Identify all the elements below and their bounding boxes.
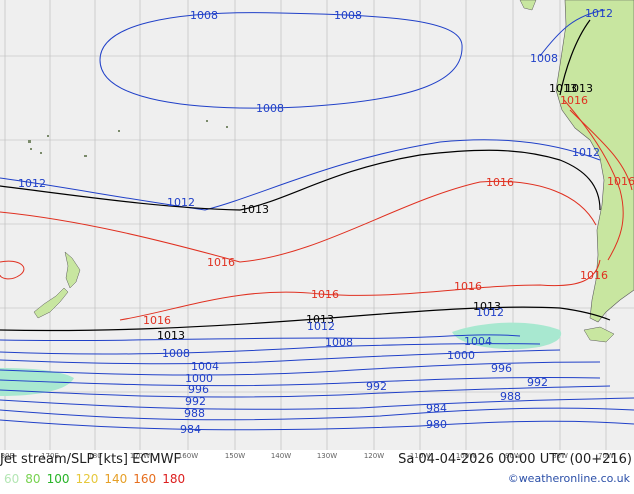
new-zealand-north-island [64, 251, 81, 289]
isobar-label: 1012 [476, 306, 504, 319]
isobar-label: 1016 [207, 256, 235, 269]
south-america-land [555, 0, 634, 323]
isobar-label: 1012 [572, 146, 600, 159]
lon-tick: 170E [41, 452, 59, 460]
legend-value: 60 [4, 472, 20, 486]
isobar-label: 996 [188, 383, 209, 396]
lon-tick: 140W [271, 452, 291, 460]
isobar-label: 1004 [464, 335, 492, 348]
lon-tick: 160W [178, 452, 198, 460]
legend-value: 120 [75, 472, 99, 486]
tierra-del-fuego [583, 326, 615, 343]
isobar-label: 992 [527, 376, 548, 389]
isobar-label: 1008 [190, 9, 218, 22]
lon-tick: 110W [410, 452, 430, 460]
central-america-land [519, 0, 537, 11]
legend-value: 160 [133, 472, 157, 486]
jet-stream-area-east [452, 322, 562, 350]
lon-tick: 120W [364, 452, 384, 460]
legend-value: 180 [162, 472, 186, 486]
isobar-label: 1012 [167, 196, 195, 209]
isobar-label: 996 [491, 362, 512, 375]
map-header-row: Jet stream/SLP [kts] ECMWF Sa 04-04-2026… [0, 452, 634, 468]
isobar-label: 1016 [607, 175, 634, 188]
legend-value: 80 [25, 472, 41, 486]
isobar-label: 1008 [334, 9, 362, 22]
isobar-labels: 1008 1008 1008 1012 1012 1013 1016 1016 … [18, 7, 634, 436]
lon-tick: 150W [225, 452, 245, 460]
isobar-label: 1013 [306, 313, 334, 326]
isobar-label: 1013 [473, 300, 501, 313]
isobar-label: 1012 [18, 177, 46, 190]
isobar-label: 1012 [307, 320, 335, 333]
longitude-ticks: 180E 170E 180 170W 160W 150W 140W 130W 1… [0, 452, 614, 460]
isobar-label: 980 [426, 418, 447, 431]
new-zealand-south-island [33, 287, 69, 319]
isobar-label: 1008 [256, 102, 284, 115]
pacific-islands [28, 120, 228, 157]
isobar-label: 1013 [157, 329, 185, 342]
isobar-label: 1016 [580, 269, 608, 282]
map-legend-row: 60 80 100 120 140 160 180 ©weatheronline.co.uk [0, 472, 634, 488]
jet-stream-area-west [0, 368, 74, 396]
isobar-label: 992 [185, 395, 206, 408]
lon-tick: 100W [456, 452, 476, 460]
lon-tick: 90W [505, 452, 521, 460]
legend-value: 140 [104, 472, 128, 486]
isobar-label: 1013 [565, 82, 593, 95]
isobar-label: 1016 [143, 314, 171, 327]
isobar-label: 1016 [454, 280, 482, 293]
isobar-label: 1012 [585, 7, 613, 20]
isobars-1013 [0, 19, 611, 332]
isobar-label: 1016 [486, 176, 514, 189]
ocean [0, 0, 634, 450]
isobar-label: 988 [500, 390, 521, 403]
isobars-low [0, 9, 634, 431]
map-datetime: Sa 04-04-2026 00:00 UTC (00+216) [398, 452, 632, 467]
lon-tick: 80W [552, 452, 568, 460]
isobar-label: 1000 [447, 349, 475, 362]
isobar-label: 1016 [311, 288, 339, 301]
isobar-label: 1000 [185, 372, 213, 385]
lon-tick: 70W [598, 452, 614, 460]
lon-tick: 170W [130, 452, 150, 460]
credit-link[interactable]: ©weatheronline.co.uk [507, 472, 630, 485]
isobar-label: 992 [366, 380, 387, 393]
isobar-label: 1008 [325, 336, 353, 349]
isobar-label: 1004 [191, 360, 219, 373]
map-title: Jet stream/SLP [kts] ECMWF [0, 452, 181, 467]
isobar-label: 988 [184, 407, 205, 420]
isobar-label: 1016 [560, 94, 588, 107]
isobar-label: 1013 [549, 82, 577, 95]
speed-legend: 60 80 100 120 140 160 180 [4, 472, 191, 486]
lon-tick: 180E [0, 452, 14, 460]
isobar-label: 984 [180, 423, 201, 436]
isobar-label: 984 [426, 402, 447, 415]
isobars-high [0, 99, 633, 321]
isobar-label: 1008 [162, 347, 190, 360]
lon-tick: 130W [317, 452, 337, 460]
legend-value: 100 [46, 472, 70, 486]
lon-tick: 180 [88, 452, 101, 460]
graticule [0, 0, 634, 450]
isobar-label: 1013 [241, 203, 269, 216]
isobar-label: 1008 [530, 52, 558, 65]
